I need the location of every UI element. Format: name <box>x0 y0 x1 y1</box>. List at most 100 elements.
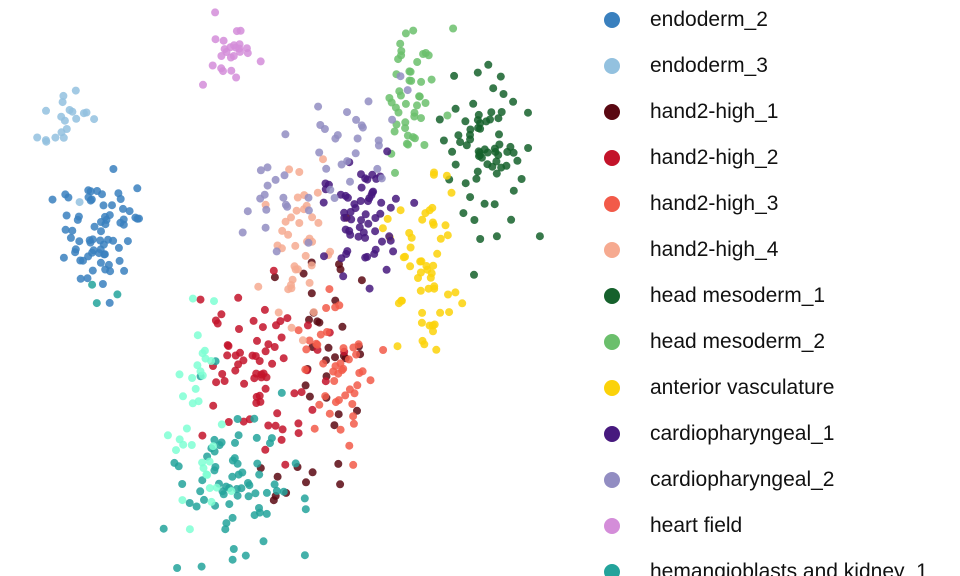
scatter-point <box>378 238 386 246</box>
scatter-point <box>475 111 483 119</box>
scatter-point <box>302 478 310 486</box>
scatter-point <box>332 398 340 406</box>
scatter-point <box>217 64 225 72</box>
scatter-point <box>452 105 460 113</box>
scatter-point <box>170 459 178 467</box>
scatter-point <box>315 149 323 157</box>
scatter-point <box>322 377 330 385</box>
scatter-point <box>257 371 265 379</box>
scatter-point <box>395 87 403 95</box>
scatter-point <box>418 309 426 317</box>
scatter-point <box>345 442 353 450</box>
scatter-point <box>221 377 229 385</box>
scatter-point <box>406 262 414 270</box>
scatter-point <box>263 489 271 497</box>
scatter-point <box>352 351 360 359</box>
scatter-point <box>250 317 258 325</box>
legend-swatch <box>604 196 620 212</box>
scatter-point <box>194 331 202 339</box>
scatter-point <box>432 346 440 354</box>
scatter-point <box>474 168 482 176</box>
scatter-point <box>199 372 207 380</box>
scatter-point <box>42 136 50 144</box>
scatter-point <box>450 72 458 80</box>
scatter-point <box>218 370 226 378</box>
scatter-point <box>495 130 503 138</box>
legend-item: anterior vasculature <box>604 373 834 403</box>
scatter-point <box>337 265 345 273</box>
legend-label: endoderm_3 <box>650 54 768 78</box>
scatter-point <box>232 352 240 360</box>
scatter-point <box>306 393 314 401</box>
scatter-point <box>335 410 343 418</box>
scatter-point <box>451 288 459 296</box>
scatter-point <box>489 84 497 92</box>
scatter-point <box>507 216 515 224</box>
scatter-points <box>33 8 544 572</box>
scatter-point <box>340 344 348 352</box>
scatter-point <box>431 321 439 329</box>
scatter-point <box>97 259 105 267</box>
scatter-point <box>270 267 278 275</box>
scatter-point <box>379 224 387 232</box>
scatter-point <box>281 461 289 469</box>
scatter-point <box>42 107 50 115</box>
scatter-point <box>339 365 347 373</box>
scatter-point <box>199 81 207 89</box>
scatter-point <box>106 299 114 307</box>
scatter-point <box>251 489 259 497</box>
scatter-point <box>99 280 107 288</box>
scatter-point <box>385 94 393 102</box>
scatter-point <box>217 310 225 318</box>
scatter-point <box>495 141 503 149</box>
scatter-point <box>314 219 322 227</box>
scatter-point <box>263 510 271 518</box>
scatter-point <box>363 253 371 261</box>
legend-item: hand2-high_2 <box>604 143 778 173</box>
scatter-point <box>257 57 265 65</box>
scatter-point <box>433 250 441 258</box>
scatter-point <box>108 201 116 209</box>
scatter-point <box>109 237 117 245</box>
scatter-point <box>192 385 200 393</box>
legend-swatch <box>604 472 620 488</box>
scatter-point <box>459 209 467 217</box>
scatter-point <box>271 480 279 488</box>
scatter-point <box>299 336 307 344</box>
legend-label: heart field <box>650 514 742 538</box>
scatter-point <box>430 169 438 177</box>
scatter-point <box>302 381 310 389</box>
scatter-point <box>302 252 310 260</box>
scatter-point <box>135 215 143 223</box>
scatter-point <box>278 436 286 444</box>
scatter-point <box>404 86 412 94</box>
scatter-point <box>84 274 92 282</box>
scatter-point <box>75 213 83 221</box>
scatter-point <box>49 196 57 204</box>
scatter-point <box>290 389 298 397</box>
scatter-point <box>214 320 222 328</box>
scatter-point <box>160 525 168 533</box>
scatter-point <box>87 187 95 195</box>
scatter-point <box>209 402 217 410</box>
scatter-point <box>272 422 280 430</box>
scatter-point <box>458 299 466 307</box>
scatter-point <box>337 426 345 434</box>
scatter-point <box>377 199 385 207</box>
scatter-point <box>259 323 267 331</box>
scatter-point <box>322 304 330 312</box>
scatter-point <box>281 171 289 179</box>
scatter-point <box>234 360 242 368</box>
scatter-point <box>422 99 430 107</box>
legend-item: endoderm_3 <box>604 51 768 81</box>
scatter-point <box>209 442 217 450</box>
scatter-point <box>271 343 279 351</box>
scatter-point <box>63 212 71 220</box>
scatter-point <box>348 400 356 408</box>
scatter-point <box>256 392 264 400</box>
scatter-point <box>172 446 180 454</box>
scatter-point <box>430 282 438 290</box>
scatter-point <box>350 200 358 208</box>
scatter-point <box>213 484 221 492</box>
legend-label: endoderm_2 <box>650 8 768 32</box>
